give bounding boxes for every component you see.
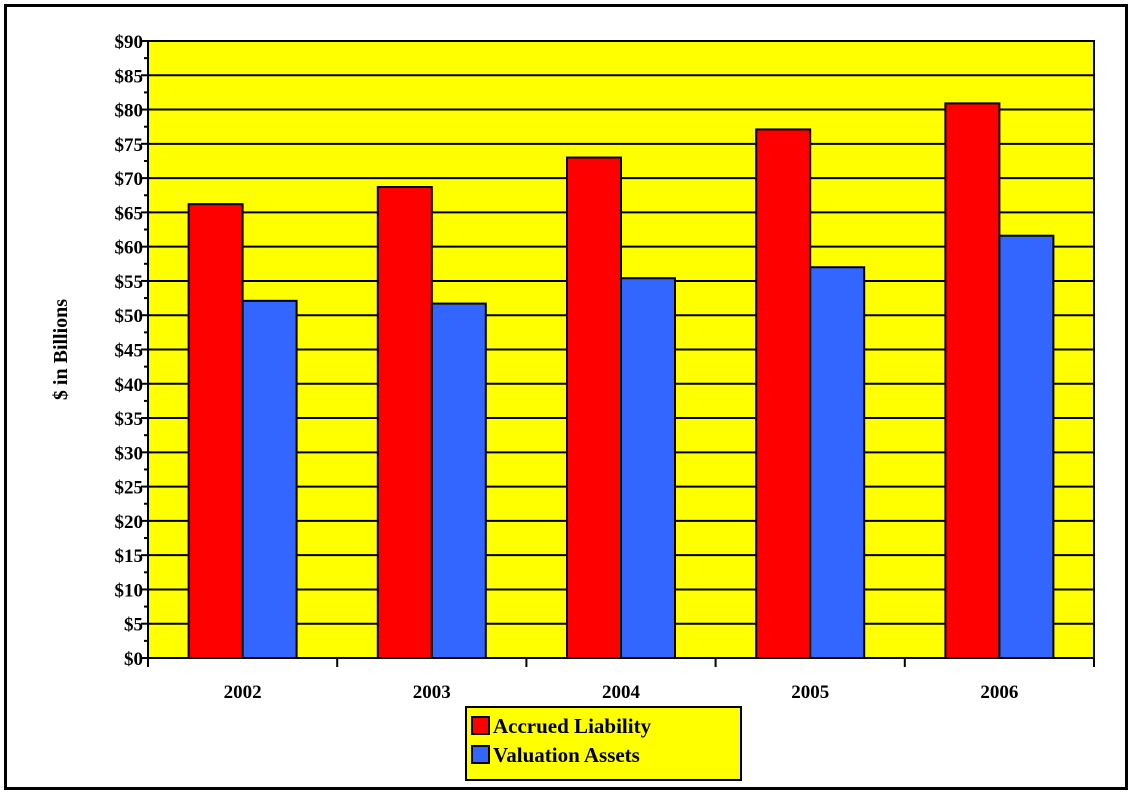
legend-swatch [471,745,490,764]
legend-swatch [471,716,490,735]
y-axis-title: $ in Billions [50,299,72,400]
y-tick-label: $80 [115,101,144,122]
bar-valuation-assets-2004 [620,277,676,659]
y-tick-label: $90 [115,32,144,53]
y-tick-label: $45 [115,341,144,362]
bars-group [187,102,1055,660]
y-tick-label: $60 [115,238,144,259]
y-tick-label: $20 [115,512,144,533]
y-tick-label: $70 [115,169,144,190]
x-tick-label: 2005 [791,682,829,703]
y-tick-label: $30 [115,443,144,464]
legend-box [465,706,742,781]
x-tick-labels: 2002 2003 2004 2005 2006 [224,682,1019,703]
bar-valuation-assets-2002 [241,299,298,659]
bar-valuation-assets-2003 [430,302,487,659]
bar-accrued-liability-2004 [566,156,622,660]
legend-label: Valuation Assets [493,743,640,767]
bar-valuation-assets-2005 [809,266,866,659]
bar-valuation-assets-2006 [998,234,1055,659]
chart-frame: $0 $5 $10 $15 $20 $25 $30 $35 $40 $45 $50 $55 $60 $65… [4,4,1128,790]
y-tick-label: $40 [115,375,144,396]
y-tick-label: $0 [124,649,143,670]
y-tick-label: $35 [115,409,144,430]
bar-accrued-liability-2002 [187,203,244,659]
y-tick-label: $50 [115,306,144,327]
x-tick-label: 2004 [602,682,641,703]
y-tick-label: $85 [115,66,144,87]
y-tick-label: $15 [115,546,144,567]
legend-label: Accrued Liability [493,714,652,738]
bar-chart: $0 $5 $10 $15 $20 $25 $30 $35 $40 $45 $50 $55 $60 $65… [50,32,1095,781]
x-tick-label: 2002 [224,682,262,703]
y-tick-labels: $0 $5 $10 $15 $20 $25 $30 $35 $40 $45 $50 $55 $60 $65… [115,32,144,670]
x-tick-label: 2006 [980,682,1018,703]
plot-border [147,40,1095,659]
y-tick-label: $5 [124,615,143,636]
y-tick-label: $10 [115,580,144,601]
y-tick-label: $55 [115,272,144,293]
x-tick-label: 2003 [413,682,451,703]
legend: Accrued Liability Valuation Assets [465,706,742,781]
y-tick-label: $65 [115,203,144,224]
axes-group [141,40,1095,667]
bar-accrued-liability-2005 [755,128,812,660]
y-tick-label: $75 [115,135,144,156]
y-tick-label: $25 [115,478,144,499]
bar-accrued-liability-2006 [944,102,1001,659]
bar-accrued-liability-2003 [376,186,433,659]
